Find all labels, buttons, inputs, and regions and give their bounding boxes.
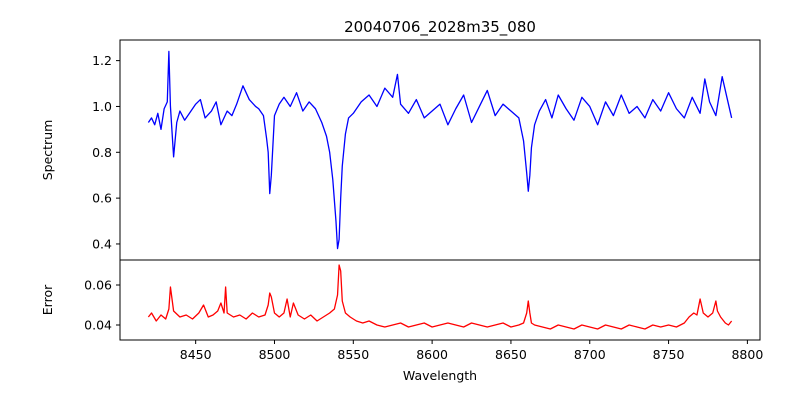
plot-frame (119, 39, 761, 261)
y-tick-label-0-3: 1.0 (92, 99, 112, 114)
plot-frame (119, 259, 761, 341)
x-tick-label-6: 8750 (653, 347, 685, 362)
y-axis-label-1: Error (40, 284, 55, 315)
x-tick-label-7: 8800 (731, 347, 763, 362)
y-tick-label-0-2: 0.8 (92, 145, 112, 160)
y-tick-label-0-4: 1.2 (92, 53, 112, 68)
x-tick-label-0: 8450 (180, 347, 212, 362)
x-tick-label-3: 8600 (416, 347, 448, 362)
series-line-1-0 (147, 264, 733, 330)
y-tick-label-0-1: 0.6 (92, 191, 112, 206)
x-axis-label: Wavelength (403, 368, 477, 383)
chart-title: 20040706_2028m35_080 (344, 18, 536, 37)
y-tick-label-0-0: 0.4 (92, 236, 112, 251)
error-panel: 0.04 0.06 Error 8450 8500 8550 8600 8650 8700 875… (40, 259, 763, 362)
x-tick-label-4: 8650 (495, 347, 527, 362)
series-line-0-0 (147, 50, 733, 250)
x-tick-label-2: 8550 (337, 347, 369, 362)
y-axis-label-0: Spectrum (40, 120, 55, 181)
spectrum-panel: 0.4 0.6 0.8 1.0 1.2 Spectrum (40, 39, 761, 261)
x-tick-label-5: 8700 (574, 347, 606, 362)
y-tick-label-1-1: 0.06 (84, 278, 112, 293)
y-tick-label-1-0: 0.04 (84, 318, 112, 333)
x-tick-label-1: 8500 (259, 347, 291, 362)
